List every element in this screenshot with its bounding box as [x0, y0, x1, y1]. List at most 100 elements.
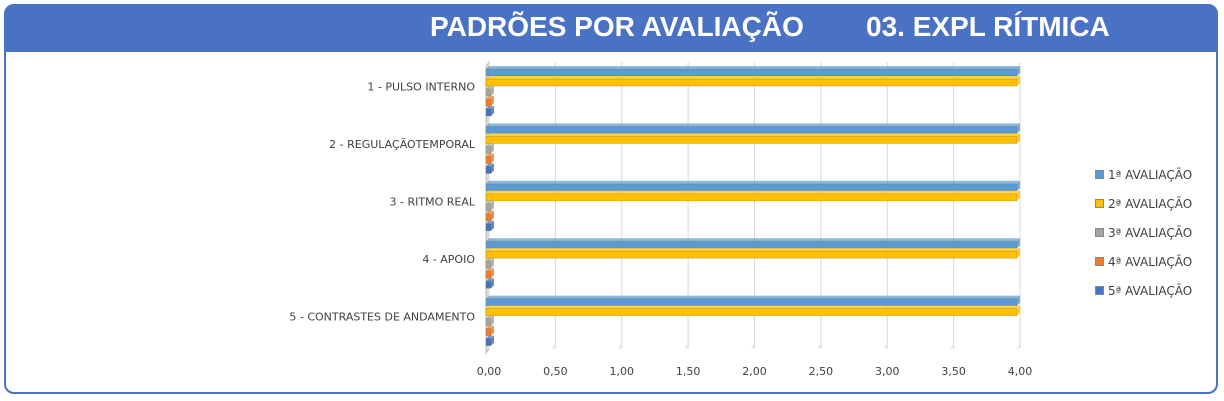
bar [485, 78, 1018, 87]
bar-end [491, 278, 494, 289]
bar [485, 88, 492, 97]
legend-item: 4ª AVALIAÇÃO [1095, 247, 1192, 276]
bar-top [486, 200, 494, 204]
legend-item: 2ª AVALIAÇÃO [1095, 189, 1192, 218]
chart-subtitle: 03. EXPL RÍTMICA [866, 11, 1110, 42]
bar-end [491, 106, 494, 116]
bar [485, 223, 492, 232]
legend-swatch [1095, 199, 1104, 208]
bar-end [1017, 295, 1020, 306]
bar [485, 298, 1018, 307]
legend: 1ª AVALIAÇÃO 2ª AVALIAÇÃO 3ª AVALIAÇÃO 4ª A… [1095, 160, 1192, 305]
gridline-depth [883, 344, 888, 350]
bar-top [486, 153, 494, 157]
y-category-label: 2 - REGULAÇÃOTEMPORAL [329, 138, 476, 151]
x-tick-label: 1,00 [610, 365, 635, 378]
bar [485, 126, 1018, 134]
x-tick-label: 1,50 [676, 365, 701, 378]
bar-end [491, 325, 494, 336]
bar-end [1017, 133, 1020, 144]
bar [485, 155, 492, 164]
bar [485, 260, 492, 269]
x-tick-label: 3,00 [875, 365, 900, 378]
x-tick-label: 2,00 [742, 365, 767, 378]
bar-end [491, 220, 494, 231]
bar-top [486, 163, 494, 167]
legend-swatch [1095, 286, 1104, 295]
gridline-depth [684, 344, 689, 350]
bar-top [486, 335, 494, 339]
bar-top [486, 180, 1020, 184]
bar-end [491, 163, 494, 174]
bar-end [491, 86, 494, 96]
legend-swatch [1095, 257, 1104, 266]
bar [485, 108, 492, 117]
bar-top [486, 76, 1020, 79]
bar-top [486, 278, 494, 282]
bar-end [1017, 248, 1020, 259]
y-category-label: 1 - PULSO INTERNO [367, 81, 475, 94]
bar-end [491, 210, 494, 221]
bar-end [1017, 123, 1020, 134]
x-tick-label: 0,50 [543, 365, 568, 378]
bar-top [486, 133, 1020, 137]
y-category-label: 5 - CONTRASTES DE ANDAMENTO [289, 310, 475, 323]
bar [485, 98, 492, 107]
bar-top [486, 295, 1020, 299]
bar-end [491, 315, 494, 326]
bar-end [1017, 190, 1020, 201]
gridline-depth [950, 344, 955, 350]
bar-top [486, 258, 494, 262]
legend-item: 3ª AVALIAÇÃO [1095, 218, 1192, 247]
x-tick-label: 2,50 [809, 365, 834, 378]
bar-top [486, 66, 1020, 69]
bar-top [486, 315, 494, 319]
bar [485, 338, 492, 347]
bar-top [486, 106, 494, 109]
bar-top [486, 248, 1020, 252]
bar [485, 318, 492, 327]
legend-label: 5ª AVALIAÇÃO [1108, 283, 1193, 298]
legend-label: 2ª AVALIAÇÃO [1108, 196, 1193, 211]
legend-swatch [1095, 170, 1104, 179]
bar [485, 145, 492, 154]
gridline-depth [551, 344, 556, 350]
bar-end [1017, 305, 1020, 316]
bar-end [491, 96, 494, 106]
legend-label: 4ª AVALIAÇÃO [1108, 254, 1193, 269]
legend-item: 1ª AVALIAÇÃO [1095, 160, 1192, 189]
x-tick-label: 4,00 [1008, 365, 1033, 378]
bar [485, 135, 1018, 144]
bar [485, 250, 1018, 259]
bar-end [491, 153, 494, 164]
bar-top [486, 238, 1020, 242]
gridline-depth [1016, 344, 1021, 350]
bar [485, 270, 492, 279]
bar-end [491, 143, 494, 154]
bar [485, 240, 1018, 249]
x-tick-label: 3,50 [941, 365, 966, 378]
bar [485, 68, 1018, 77]
gridline-depth [618, 344, 623, 350]
legend-label: 1ª AVALIAÇÃO [1108, 167, 1193, 182]
gridline-depth [485, 344, 490, 350]
gridline-depth [817, 344, 822, 350]
bar-top [486, 210, 494, 214]
bar [485, 280, 492, 289]
legend-label: 3ª AVALIAÇÃO [1108, 225, 1193, 240]
bar-end [1017, 76, 1020, 86]
bar-end [1017, 66, 1020, 76]
bar [485, 328, 492, 337]
bar-end [1017, 180, 1020, 191]
legend-item: 5ª AVALIAÇÃO [1095, 276, 1192, 305]
bar-top [486, 96, 494, 99]
bar-end [1017, 238, 1020, 249]
bar-top [486, 268, 494, 272]
bar [485, 213, 492, 222]
chart-title: PADRÕES POR AVALIAÇÃO [430, 11, 804, 42]
bar [485, 193, 1018, 202]
y-category-label: 4 - APOIO [422, 253, 475, 266]
title-banner [4, 4, 1218, 52]
bar-top [486, 190, 1020, 194]
